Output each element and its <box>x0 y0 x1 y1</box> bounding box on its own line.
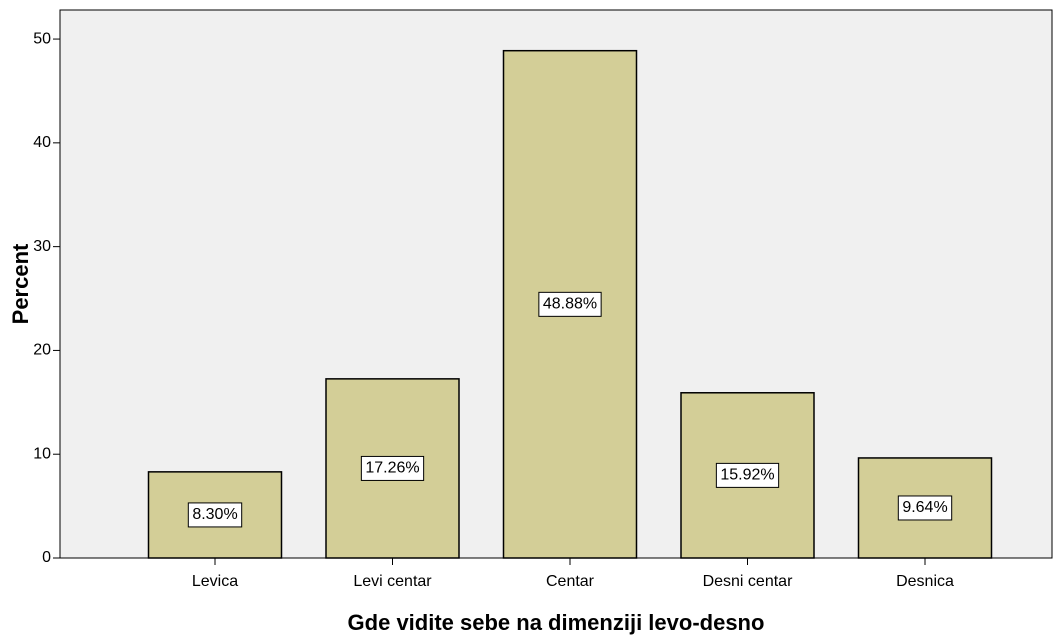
value-label: 8.30% <box>192 506 237 523</box>
value-label: 48.88% <box>543 296 597 313</box>
x-axis-label: Gde vidite sebe na dimenziji levo-desno <box>348 610 765 635</box>
y-axis-label: Percent <box>8 243 33 324</box>
x-tick-label: Levica <box>192 573 238 590</box>
x-tick-label: Desnica <box>896 573 954 590</box>
value-label: 9.64% <box>902 499 947 516</box>
value-label-box <box>715 462 780 488</box>
y-tick-label: 10 <box>33 445 51 462</box>
value-label-box <box>897 495 953 521</box>
y-tick-label: 20 <box>33 342 51 359</box>
x-tick-label: Desni centar <box>703 573 793 590</box>
value-label: 15.92% <box>720 467 774 484</box>
y-tick-label: 30 <box>33 238 51 255</box>
value-label-box <box>538 291 602 317</box>
x-tick-label: Centar <box>546 573 595 590</box>
x-tick-label: Levi centar <box>353 573 432 590</box>
y-tick-label: 0 <box>42 549 51 566</box>
value-label-box <box>360 455 425 481</box>
y-tick-label: 50 <box>33 30 51 47</box>
y-tick-label: 40 <box>33 134 51 151</box>
value-label-box <box>187 502 243 528</box>
value-label: 17.26% <box>365 460 419 477</box>
